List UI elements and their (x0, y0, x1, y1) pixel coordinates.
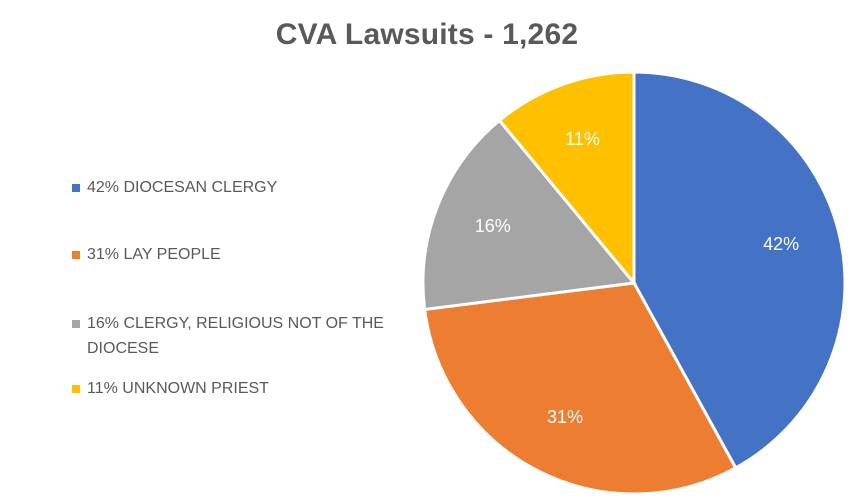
data-label-clergy-religious: 16% (475, 216, 511, 236)
legend-label-clergy-religious: 16% CLERGY, RELIGIOUS NOT OF THE DIOCESE (87, 315, 384, 357)
legend: 42% DIOCESAN CLERGY 31% LAY PEOPLE 16% C… (72, 0, 432, 504)
legend-swatch-diocesan-clergy (72, 184, 80, 192)
data-label-diocesan-clergy: 42% (763, 234, 799, 254)
legend-item-diocesan-clergy: 42% DIOCESAN CLERGY (72, 175, 432, 200)
chart-title-text: CVA Lawsuits - 1,262 (275, 18, 579, 51)
legend-item-lay-people: 31% LAY PEOPLE (72, 242, 432, 267)
pie-slice-unknown-priest (497, 70, 636, 288)
data-label-lay-people: 31% (547, 407, 583, 427)
legend-swatch-unknown-priest (72, 385, 80, 393)
legend-swatch-clergy-religious (72, 320, 80, 328)
legend-label-unknown-priest: 11% UNKNOWN PRIEST (87, 380, 269, 397)
legend-label-diocesan-clergy: 42% DIOCESAN CLERGY (87, 179, 278, 196)
chart-title: CVA Lawsuits - 1,262 (0, 18, 854, 52)
legend-item-unknown-priest: 11% UNKNOWN PRIEST (72, 376, 432, 401)
legend-item-clergy-religious: 16% CLERGY, RELIGIOUS NOT OF THE DIOCESE (72, 311, 432, 361)
data-label-unknown-priest: 11% (565, 129, 600, 149)
pie-slice-diocesan-clergy (632, 70, 847, 470)
legend-label-lay-people: 31% LAY PEOPLE (87, 246, 221, 263)
pie-slice-clergy-religious (421, 118, 637, 312)
legend-swatch-lay-people (72, 251, 80, 259)
pie-slice-lay-people (422, 281, 738, 496)
